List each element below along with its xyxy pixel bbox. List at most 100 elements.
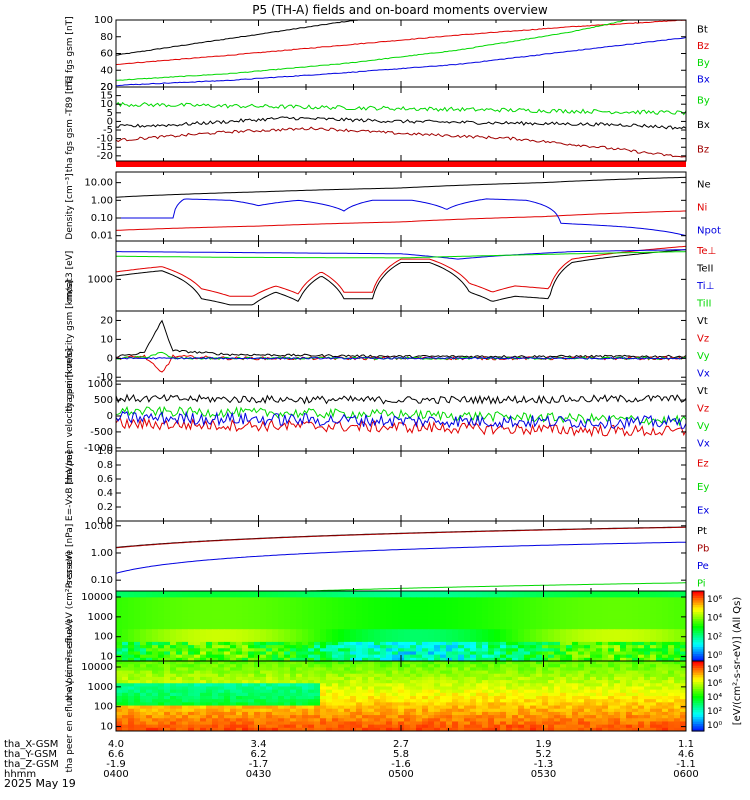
spectrogram-cell: [260, 676, 267, 681]
spectrogram-cell: [404, 718, 411, 723]
spectrogram-cell: [500, 661, 507, 665]
spectrogram-cell: [662, 622, 669, 627]
spectrogram-cell: [350, 616, 357, 621]
spectrogram-cell: [626, 603, 633, 608]
spectrogram-cell: [464, 702, 471, 707]
spectrogram-cell: [422, 591, 429, 595]
spectrogram-cell: [506, 597, 513, 602]
spectrogram-cell: [212, 721, 219, 726]
spectrogram-cell: [284, 702, 291, 707]
spectrogram-cell: [296, 680, 303, 684]
spectrogram-cell: [260, 635, 267, 640]
spectrogram-cell: [398, 626, 405, 630]
spectrogram-cell: [314, 715, 321, 719]
spectrogram-cell: [410, 689, 417, 694]
spectrogram-cell: [398, 670, 405, 675]
spectrogram-cell: [158, 676, 165, 681]
spectrogram-cell: [578, 724, 585, 729]
spectrogram-cell: [230, 629, 237, 633]
spectrogram-cell: [608, 692, 615, 697]
spectrogram-cell: [410, 686, 417, 691]
spectrogram-cell: [140, 600, 147, 605]
spectrogram-cell: [482, 699, 489, 703]
spectrogram-cell: [248, 667, 255, 672]
spectrogram-cell: [668, 600, 675, 605]
spectrogram-cell: [200, 600, 207, 605]
spectrogram-cell: [332, 641, 339, 646]
spectrogram-cell: [608, 606, 615, 611]
spectrogram-cell: [470, 667, 477, 672]
spectrogram-cell: [416, 635, 423, 640]
spectrogram-cell: [362, 667, 369, 672]
spectrogram-cell: [140, 622, 147, 627]
spectrogram-cell: [140, 619, 147, 624]
spectrogram-cell: [170, 661, 177, 665]
spectrogram-cell: [164, 683, 171, 688]
spectrogram-cell: [590, 648, 597, 653]
spectrogram-cell: [170, 606, 177, 611]
spectrogram-cell: [116, 626, 123, 630]
spectrogram-cell: [602, 616, 609, 621]
spectrogram-cell: [608, 686, 615, 691]
spectrogram-cell: [428, 616, 435, 621]
spectrogram-cell: [320, 699, 327, 703]
spectrogram-cell: [602, 673, 609, 678]
spectrogram-cell: [668, 635, 675, 640]
spectrogram-cell: [512, 591, 519, 595]
legend-label-Vx: Vx: [697, 438, 710, 449]
spectrogram-cell: [614, 629, 621, 633]
spectrogram-cell: [566, 632, 573, 637]
spectrogram-cell: [464, 638, 471, 643]
spectrogram-cell: [128, 711, 135, 716]
spectrogram-cell: [344, 680, 351, 684]
spectrogram-cell: [314, 626, 321, 630]
y-tick-label: 0: [107, 411, 113, 422]
spectrogram-cell: [500, 670, 507, 675]
colorbar-segment: [692, 616, 704, 620]
spectrogram-cell: [530, 591, 537, 595]
spectrogram-cell: [620, 708, 627, 713]
spectrogram-cell: [338, 676, 345, 681]
spectrogram-cell: [500, 676, 507, 681]
spectrogram-cell: [620, 715, 627, 719]
spectrogram-cell: [542, 638, 549, 643]
spectrogram-cell: [674, 661, 681, 665]
spectrogram-cell: [476, 689, 483, 694]
spectrogram-cell: [326, 661, 333, 665]
spectrogram-cell: [674, 638, 681, 643]
spectrogram-cell: [500, 648, 507, 653]
colorbar-segment: [692, 665, 704, 669]
spectrogram-cell: [548, 664, 555, 668]
spectrogram-cell: [608, 635, 615, 640]
spectrogram-cell: [542, 705, 549, 710]
spectrogram-cell: [314, 724, 321, 729]
spectrogram-cell: [584, 664, 591, 668]
spectrogram-cell: [176, 626, 183, 630]
spectrogram-cell: [416, 600, 423, 605]
spectrogram-cell: [626, 715, 633, 719]
spectrogram-cell: [242, 708, 249, 713]
spectrogram-cell: [626, 629, 633, 633]
spectrogram-cell: [224, 594, 231, 598]
spectrogram-cell: [416, 711, 423, 716]
spectrogram-cell: [134, 692, 141, 697]
series-line-Ni: [116, 210, 686, 231]
spectrogram-cell: [308, 603, 315, 608]
spectrogram-cell: [164, 708, 171, 713]
spectrogram-cell: [524, 708, 531, 713]
spectrogram-cell: [218, 680, 225, 684]
spectrogram-cell: [374, 597, 381, 602]
spectrogram-cell: [164, 673, 171, 678]
spectrogram-cell: [182, 696, 189, 700]
spectrogram-cell: [272, 661, 279, 665]
spectrogram-cell: [524, 676, 531, 681]
spectrogram-cell: [548, 702, 555, 707]
spectrogram-cell: [626, 676, 633, 681]
spectrogram-cell: [584, 670, 591, 675]
spectrogram-cell: [386, 606, 393, 611]
spectrogram-cell: [320, 600, 327, 605]
spectrogram-cell: [152, 718, 159, 723]
spectrogram-cell: [494, 680, 501, 684]
spectrogram-cell: [620, 676, 627, 681]
spectrogram-cell: [380, 600, 387, 605]
